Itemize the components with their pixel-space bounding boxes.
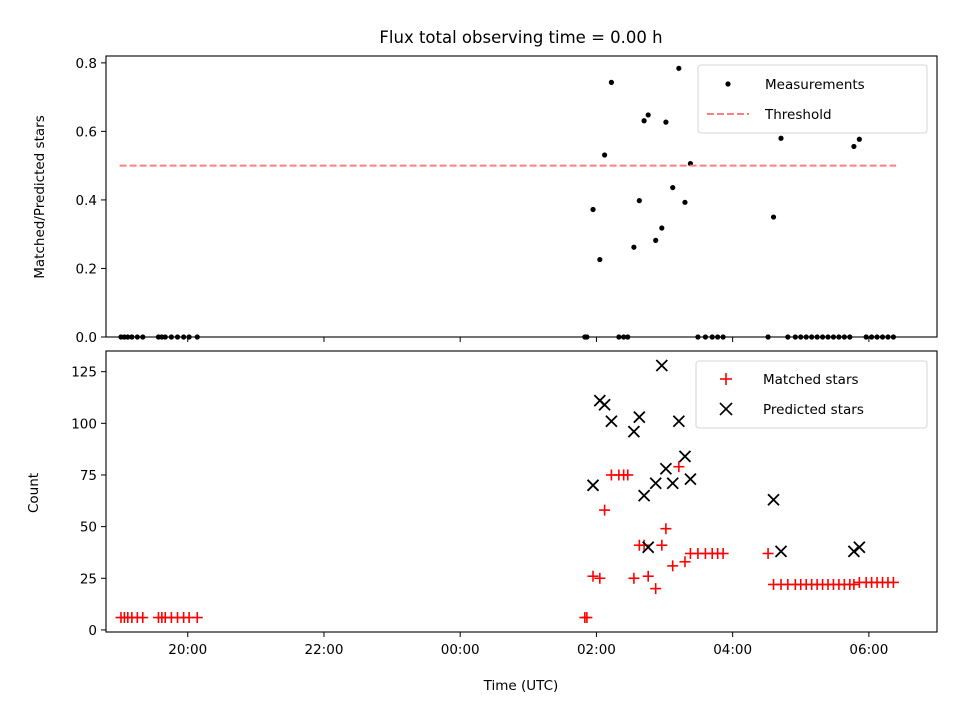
measurement-point xyxy=(663,119,669,125)
bottom-xtick-label: 04:00 xyxy=(713,642,752,658)
predicted-stars-point xyxy=(666,477,679,490)
predicted-stars-point xyxy=(774,545,788,558)
matched-stars-point xyxy=(191,612,203,624)
measurement-point xyxy=(641,118,647,124)
bottom-xtick-label: 20:00 xyxy=(168,642,207,658)
measurement-point xyxy=(770,214,777,220)
predicted-stars-point xyxy=(586,479,600,492)
top-ytick-label: 0.6 xyxy=(76,124,97,140)
bottom-panel-marks xyxy=(115,359,899,624)
predicted-stars-point xyxy=(672,415,685,428)
top-ytick-label: 0.8 xyxy=(76,56,97,72)
bottom-legend-box xyxy=(695,360,928,429)
predicted-stars-point xyxy=(655,359,668,372)
legend-matched-stars: Matched stars xyxy=(763,372,859,388)
bottom-panel-frame xyxy=(105,350,938,633)
measurement-point xyxy=(676,65,682,71)
measurement-point xyxy=(645,112,651,118)
predicted-stars-point xyxy=(853,541,866,554)
top-panel-ticks: 0.0 0.2 0.4 0.6 0.8 xyxy=(76,56,870,346)
predicted-stars-point xyxy=(684,472,697,486)
measurement-point xyxy=(653,237,659,243)
matched-stars-point xyxy=(673,461,685,473)
bottom-ytick-label: 125 xyxy=(71,365,97,381)
matched-stars-point xyxy=(587,570,599,582)
top-legend: Measurements Threshold xyxy=(697,64,928,134)
matched-legend-marker xyxy=(720,373,732,385)
bottom-ytick-label: 50 xyxy=(80,520,97,536)
bottom-xtick-label: 02:00 xyxy=(577,642,616,658)
bottom-panel-xlabel: Time (UTC) xyxy=(483,678,559,694)
matched-stars-point xyxy=(650,583,662,595)
matched-stars-point xyxy=(656,539,668,551)
predicted-stars-point xyxy=(767,493,780,506)
measurement-point xyxy=(608,79,615,85)
predicted-stars-point xyxy=(847,545,861,558)
predicted-legend-marker xyxy=(719,402,733,416)
top-ytick-label: 0.2 xyxy=(76,261,97,277)
matched-stars-point xyxy=(638,539,650,551)
measurement-point xyxy=(670,184,676,191)
bottom-panel-ticks: 0 25 50 75 100 125 20:00 22:00 00:00 02:00 04:00 06… xyxy=(71,365,888,658)
matched-stars-point xyxy=(660,523,672,535)
bottom-ytick-label: 25 xyxy=(80,571,97,587)
bottom-ytick-label: 0 xyxy=(88,623,97,639)
predicted-stars-point xyxy=(633,410,646,424)
measurement-point xyxy=(590,206,596,213)
predicted-stars-point xyxy=(642,541,655,554)
matched-stars-point xyxy=(628,572,640,584)
bottom-xtick-label: 22:00 xyxy=(305,642,344,658)
measurements-legend-marker xyxy=(725,81,731,87)
legend-threshold: Threshold xyxy=(764,107,832,123)
matched-stars-point xyxy=(581,612,593,624)
legend-predicted-stars: Predicted stars xyxy=(763,402,864,418)
matched-stars-point xyxy=(679,556,691,568)
measurement-point xyxy=(602,152,608,158)
matched-stars-point xyxy=(848,578,860,590)
predicted-stars-point xyxy=(627,425,641,438)
top-ytick-label: 0.0 xyxy=(76,330,97,346)
matched-stars-point xyxy=(622,469,634,481)
measurement-point xyxy=(597,256,603,263)
measurement-point xyxy=(682,199,688,205)
measurement-point xyxy=(856,136,862,142)
predicted-stars-point xyxy=(605,415,618,428)
predicted-stars-point xyxy=(598,398,611,411)
top-legend-box xyxy=(697,64,928,134)
predicted-stars-point xyxy=(678,450,692,463)
top-ytick-label: 0.4 xyxy=(76,193,97,209)
measurement-point xyxy=(636,198,642,204)
matched-stars-point xyxy=(137,612,149,624)
predicted-stars-point xyxy=(637,489,651,502)
bottom-xtick-label: 06:00 xyxy=(849,642,888,658)
matched-stars-point xyxy=(667,560,679,572)
top-panel: 0.00.20.40.60.8 Matched/Predicted stars … xyxy=(32,55,938,346)
top-panel-frame xyxy=(105,55,938,338)
bottom-ytick-label: 75 xyxy=(80,468,97,484)
predicted-stars-point xyxy=(649,477,662,490)
matched-stars-point xyxy=(594,572,606,584)
bottom-ytick-label: 100 xyxy=(71,416,97,432)
top-panel-ylabel: Matched/Predicted stars xyxy=(32,115,48,278)
bottom-xtick-label: 00:00 xyxy=(441,642,480,658)
matched-stars-point xyxy=(642,570,654,582)
matched-stars-point xyxy=(599,504,611,516)
bottom-panel-ylabel: Count xyxy=(26,473,42,513)
measurement-point xyxy=(659,225,665,231)
predicted-stars-point xyxy=(659,462,673,475)
matched-stars-point xyxy=(717,547,729,559)
matched-stars-point xyxy=(887,576,899,588)
measurement-point xyxy=(631,244,637,250)
matched-stars-point xyxy=(762,547,774,559)
legend-measurements: Measurements xyxy=(765,77,865,93)
bottom-panel: 0 25 50 75 100 125 20:00 22:00 00:00 02:00 04:00 06… xyxy=(26,350,938,694)
measurement-point xyxy=(851,143,857,150)
measurement-point xyxy=(778,135,784,141)
figure-title: Flux total observing time = 0.00 h xyxy=(379,28,662,47)
bottom-legend: Matched stars Predicted stars xyxy=(695,360,928,429)
